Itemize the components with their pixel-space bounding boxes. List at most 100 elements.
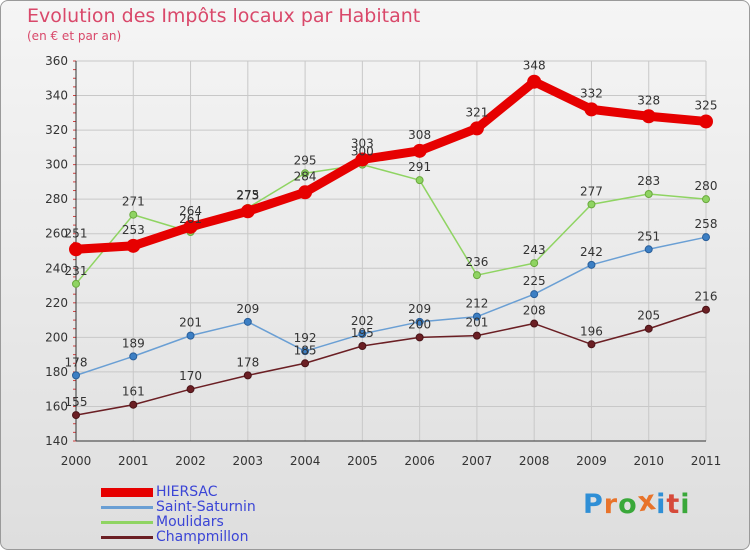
logo-letter: i bbox=[680, 489, 691, 520]
y-tick-label: 260 bbox=[45, 227, 68, 241]
legend-swatch-saint-saturnin bbox=[101, 506, 153, 509]
data-label-hiersac: 264 bbox=[179, 204, 202, 218]
data-point-champmillon bbox=[644, 324, 653, 333]
legend-label-hiersac: HIERSAC bbox=[156, 484, 218, 500]
data-label-saint-saturnin: 212 bbox=[465, 297, 488, 311]
legend-swatch-moulidars bbox=[101, 521, 153, 524]
data-point-champmillon bbox=[186, 385, 195, 394]
y-tick-label: 300 bbox=[45, 158, 68, 172]
x-tick-label: 2010 bbox=[633, 454, 664, 468]
series-line-champmillon bbox=[75, 308, 707, 416]
data-label-moulidars: 295 bbox=[294, 153, 317, 167]
data-label-hiersac: 328 bbox=[637, 93, 660, 107]
data-point-moulidars bbox=[301, 169, 310, 178]
data-labels: 251 253 264 273 284 303 308 321 348 332 328 325 178 1… bbox=[65, 59, 718, 409]
y-tick-label: 240 bbox=[45, 261, 68, 275]
data-point-hiersac bbox=[183, 219, 198, 234]
data-point-saint-saturnin bbox=[301, 347, 310, 356]
data-point-champmillon bbox=[72, 411, 80, 420]
data-point-saint-saturnin bbox=[186, 331, 195, 340]
x-tick-label: 2008 bbox=[519, 454, 550, 468]
data-label-champmillon: 216 bbox=[695, 290, 718, 304]
data-point-hiersac bbox=[527, 74, 542, 89]
data-point-saint-saturnin bbox=[530, 290, 539, 299]
x-tick-label: 2009 bbox=[576, 454, 607, 468]
data-label-champmillon: 195 bbox=[351, 326, 374, 340]
logo-letter: r bbox=[603, 489, 619, 520]
y-tick-label: 280 bbox=[45, 192, 68, 206]
data-label-hiersac: 251 bbox=[65, 226, 88, 240]
data-label-hiersac: 321 bbox=[465, 105, 488, 119]
data-label-hiersac: 325 bbox=[695, 98, 718, 112]
data-point-saint-saturnin bbox=[587, 260, 596, 269]
data-label-moulidars: 277 bbox=[580, 184, 603, 198]
data-label-hiersac: 253 bbox=[122, 223, 145, 237]
data-point-hiersac bbox=[584, 102, 599, 117]
data-point-champmillon bbox=[530, 319, 539, 328]
logo-letter: t bbox=[666, 489, 681, 520]
legend-swatch-hiersac bbox=[101, 488, 153, 497]
data-label-hiersac: 308 bbox=[408, 128, 431, 142]
data-point-saint-saturnin bbox=[243, 317, 252, 326]
data-label-saint-saturnin: 201 bbox=[179, 316, 202, 330]
data-point-saint-saturnin bbox=[644, 245, 653, 254]
x-tick-label: 2006 bbox=[404, 454, 435, 468]
x-tick-label: 2000 bbox=[61, 454, 92, 468]
logo-letter: P bbox=[583, 489, 604, 520]
x-tick-label: 2005 bbox=[347, 454, 378, 468]
proxiti-logo: Proxiti bbox=[583, 485, 691, 520]
data-label-saint-saturnin: 225 bbox=[523, 274, 546, 288]
data-label-moulidars: 261 bbox=[179, 212, 202, 226]
data-label-champmillon: 196 bbox=[580, 324, 603, 338]
data-point-champmillon bbox=[702, 305, 710, 314]
logo-letter: i bbox=[656, 489, 667, 520]
legend-label-champmillon: Champmillon bbox=[156, 529, 249, 545]
legend-swatch-champmillon bbox=[101, 536, 153, 539]
data-point-hiersac bbox=[355, 152, 370, 167]
data-label-hiersac: 273 bbox=[236, 188, 259, 202]
data-label-champmillon: 170 bbox=[179, 369, 202, 383]
data-label-champmillon: 155 bbox=[65, 395, 88, 409]
data-point-hiersac bbox=[641, 109, 656, 124]
x-tick-label: 2011 bbox=[691, 454, 722, 468]
data-point-saint-saturnin bbox=[72, 371, 80, 380]
data-label-moulidars: 243 bbox=[523, 243, 546, 257]
data-point-moulidars bbox=[644, 190, 653, 198]
data-point-saint-saturnin bbox=[472, 312, 481, 321]
data-label-champmillon: 201 bbox=[465, 316, 488, 330]
data-label-saint-saturnin: 251 bbox=[637, 229, 660, 243]
data-label-saint-saturnin: 209 bbox=[236, 302, 259, 316]
data-label-moulidars: 271 bbox=[122, 195, 145, 209]
y-tick-label: 160 bbox=[45, 399, 68, 413]
data-point-saint-saturnin bbox=[129, 352, 138, 361]
data-label-hiersac: 303 bbox=[351, 136, 374, 150]
chart-title: Evolution des Impôts locaux par Habitant bbox=[27, 5, 421, 27]
data-point-moulidars bbox=[472, 271, 481, 280]
data-label-hiersac: 348 bbox=[523, 59, 546, 73]
data-label-saint-saturnin: 178 bbox=[65, 355, 88, 369]
y-tick-label: 360 bbox=[45, 54, 68, 68]
data-label-champmillon: 161 bbox=[122, 385, 145, 399]
data-label-moulidars: 275 bbox=[236, 188, 259, 202]
data-point-champmillon bbox=[301, 359, 310, 368]
y-tick-label: 340 bbox=[45, 89, 68, 103]
series-line-hiersac bbox=[71, 77, 711, 254]
data-point-champmillon bbox=[358, 342, 367, 350]
data-point-saint-saturnin bbox=[415, 317, 424, 326]
series-lines bbox=[69, 74, 713, 420]
axes: 140 160 180 200 220 240 260 280 300 320 340 360 2000… bbox=[45, 54, 721, 468]
data-label-saint-saturnin: 209 bbox=[408, 302, 431, 316]
data-point-moulidars bbox=[129, 210, 138, 219]
data-point-champmillon bbox=[243, 371, 252, 380]
y-tick-label: 180 bbox=[45, 365, 68, 379]
y-tick-label: 220 bbox=[45, 296, 68, 310]
data-label-saint-saturnin: 202 bbox=[351, 314, 374, 328]
data-label-moulidars: 236 bbox=[465, 255, 488, 269]
x-tick-label: 2001 bbox=[118, 454, 149, 468]
x-tick-label: 2002 bbox=[175, 454, 206, 468]
logo-letter: o bbox=[618, 489, 638, 520]
chart-subtitle: (en € et par an) bbox=[27, 29, 122, 43]
data-label-moulidars: 300 bbox=[351, 145, 374, 159]
